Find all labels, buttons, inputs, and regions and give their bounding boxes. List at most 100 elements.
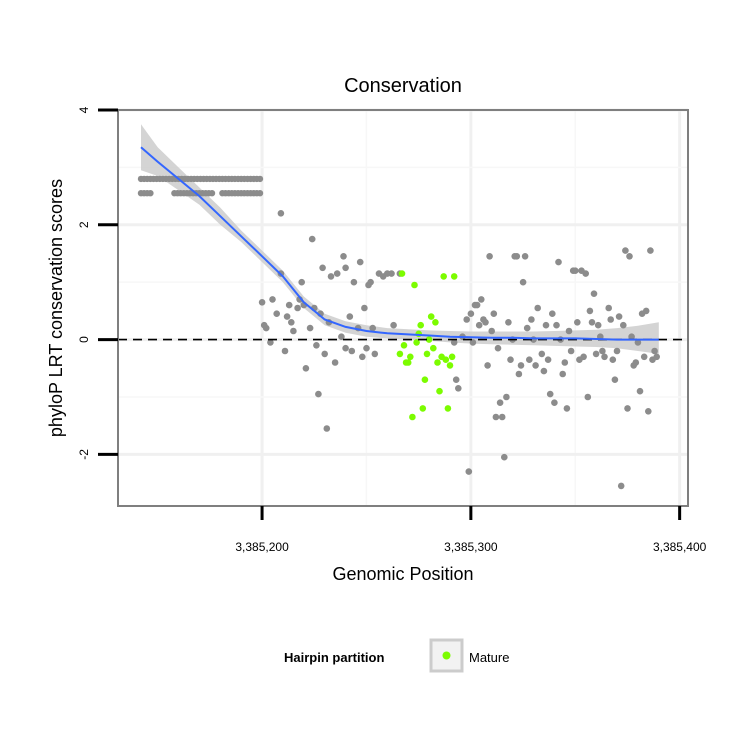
legend-key-mature-dot <box>442 651 451 660</box>
data-point <box>642 307 650 315</box>
x-axis-ticks: 3,385,200 3,385,300 3,385,400 <box>235 506 707 554</box>
data-point-mature <box>421 376 429 384</box>
data-point <box>258 299 266 306</box>
data-point <box>594 321 602 329</box>
data-point <box>542 321 550 329</box>
data-point <box>572 267 579 275</box>
data-point-mature <box>411 281 418 289</box>
data-point <box>605 304 612 312</box>
data-point <box>450 339 458 346</box>
data-point-mature <box>446 362 454 369</box>
data-point-mature <box>432 319 439 326</box>
data-point <box>350 278 358 286</box>
data-point <box>467 310 475 318</box>
data-point <box>513 252 521 260</box>
data-point <box>561 359 569 366</box>
data-point <box>298 278 306 286</box>
data-point <box>369 324 377 332</box>
plot-background <box>118 110 688 506</box>
data-point <box>519 278 527 286</box>
data-point <box>588 319 596 326</box>
data-point <box>465 468 473 475</box>
data-point <box>285 301 293 309</box>
data-point <box>651 347 658 355</box>
data-point <box>555 258 562 266</box>
data-point <box>523 324 531 332</box>
data-point <box>478 296 485 303</box>
data-point <box>574 319 581 326</box>
data-point <box>294 304 301 312</box>
data-point <box>622 247 629 254</box>
data-point <box>290 327 297 335</box>
data-point <box>262 324 270 332</box>
data-point <box>517 362 525 369</box>
data-point <box>645 408 652 415</box>
data-point <box>356 258 364 266</box>
data-point-mature <box>409 413 416 421</box>
y-tick-label: -2 <box>77 449 91 460</box>
data-point <box>340 252 347 260</box>
x-tick-label: 3,385,300 <box>444 540 498 554</box>
data-point <box>281 347 289 355</box>
data-point-mature <box>415 330 423 338</box>
data-point <box>515 370 523 378</box>
data-point <box>528 316 535 323</box>
data-point <box>469 339 477 346</box>
x-tick-label: 3,385,400 <box>653 540 707 554</box>
data-point <box>551 399 558 407</box>
data-point <box>338 333 345 341</box>
data-point-mature <box>413 339 420 346</box>
data-point-mature <box>425 336 433 343</box>
data-point <box>452 376 460 384</box>
data-point-mature <box>427 313 435 320</box>
chart-title: Conservation <box>344 75 462 97</box>
data-point <box>473 301 481 309</box>
data-point <box>288 319 295 326</box>
data-point <box>494 344 502 352</box>
data-point <box>323 425 331 432</box>
data-point-mature <box>450 273 458 280</box>
data-point <box>147 190 154 197</box>
data-point <box>490 310 498 318</box>
y-tick-label: 4 <box>77 106 91 113</box>
data-point <box>653 353 660 361</box>
y-tick-label: 0 <box>77 336 91 343</box>
data-point <box>640 353 648 361</box>
y-axis-ticks: -2 0 2 4 <box>77 106 118 460</box>
data-point <box>482 319 489 326</box>
data-point <box>455 385 462 392</box>
data-point <box>647 247 654 254</box>
data-point-mature <box>430 344 437 352</box>
data-point <box>331 359 339 366</box>
x-axis-title: Genomic Position <box>332 564 473 584</box>
data-point <box>327 273 335 280</box>
legend: Hairpin partition Mature <box>284 638 509 673</box>
data-point-mature <box>434 359 441 366</box>
y-axis-title: phyloP LRT conservation scores <box>46 179 66 437</box>
data-point <box>584 393 592 401</box>
data-point <box>607 316 614 323</box>
data-point <box>475 321 483 329</box>
data-point <box>580 353 587 361</box>
y-tick-label: 2 <box>77 221 91 228</box>
data-point-mature <box>444 405 452 412</box>
data-point <box>342 344 349 352</box>
data-point <box>565 327 573 335</box>
data-point <box>308 235 316 243</box>
data-point <box>348 347 356 355</box>
data-point <box>538 350 546 358</box>
data-point <box>563 405 571 412</box>
data-point-mature <box>436 387 443 395</box>
data-point <box>208 190 216 197</box>
x-tick-label: 3,385,200 <box>235 540 289 554</box>
data-point <box>567 347 575 355</box>
data-point <box>592 350 600 358</box>
data-point <box>609 356 617 364</box>
data-point <box>283 313 291 320</box>
data-point-mature <box>423 350 431 358</box>
data-point <box>532 362 539 369</box>
data-point <box>333 270 341 277</box>
data-point <box>540 367 548 375</box>
data-point <box>544 356 552 364</box>
